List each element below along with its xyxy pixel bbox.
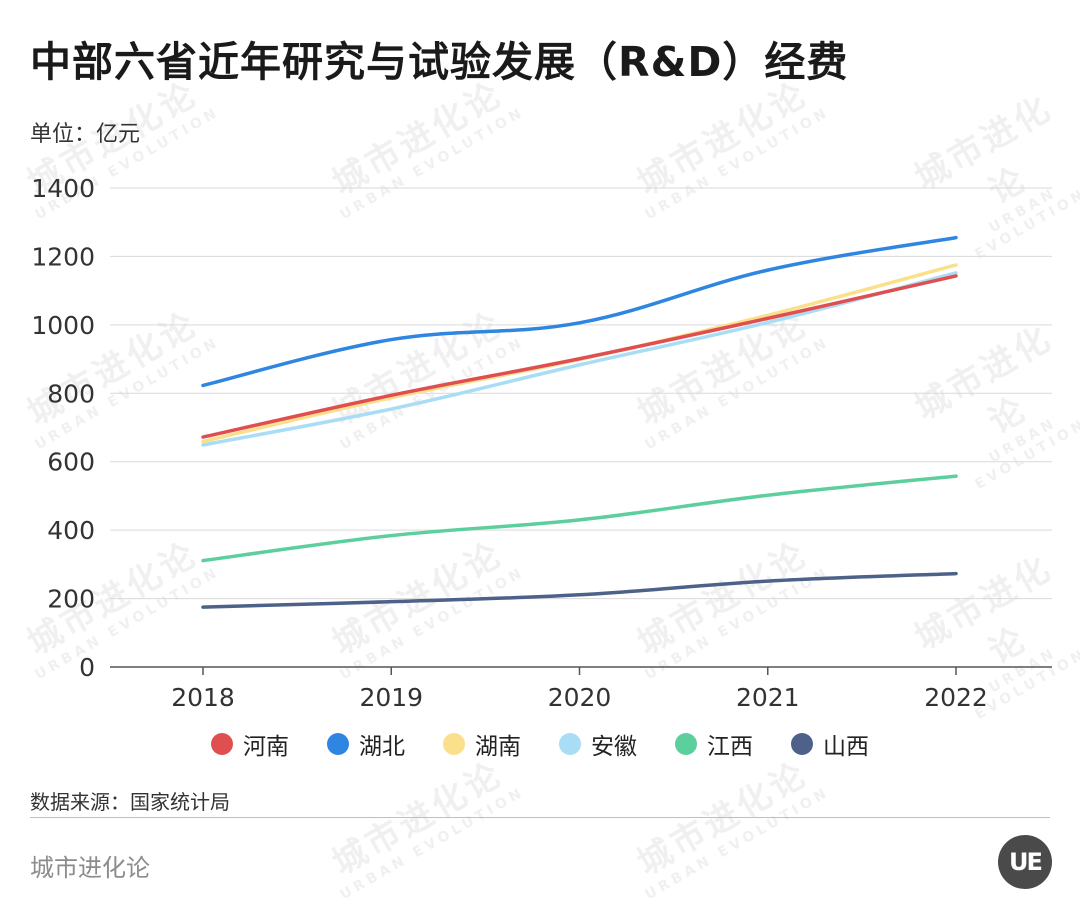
legend-label: 湖北: [359, 734, 405, 760]
legend-label: 湖南: [475, 734, 521, 760]
series-line-湖南: [201, 263, 958, 444]
y-tick-label: 1200: [31, 242, 95, 271]
series-line-江西: [201, 474, 958, 563]
legend-label: 安徽: [591, 734, 637, 760]
chart-legend: 河南 湖北 湖南 安徽 江西 山西: [0, 727, 1080, 761]
divider: [30, 817, 1050, 818]
y-tick-label: 1400: [31, 174, 95, 203]
legend-item: 江西: [675, 727, 753, 761]
brand-logo: UE: [998, 835, 1052, 889]
legend-item: 湖南: [443, 727, 521, 761]
x-tick-label: 2019: [359, 683, 423, 712]
series-line-河南: [201, 274, 958, 439]
x-tick-label: 2020: [548, 683, 612, 712]
legend-marker: [791, 733, 813, 755]
y-tick-label: 200: [47, 585, 95, 614]
legend-label: 山西: [823, 734, 869, 760]
y-tick-label: 0: [79, 653, 95, 682]
legend-item: 安徽: [559, 727, 637, 761]
data-source: 数据来源：国家统计局: [30, 790, 230, 814]
y-tick-label: 400: [47, 516, 95, 545]
x-tick-label: 2021: [736, 683, 800, 712]
legend-item: 山西: [791, 727, 869, 761]
y-tick-label: 600: [47, 448, 95, 477]
x-tick-label: 2022: [924, 683, 988, 712]
legend-marker: [327, 733, 349, 755]
y-tick-label: 1000: [31, 311, 95, 340]
y-tick-label: 800: [47, 379, 95, 408]
legend-marker: [211, 733, 233, 755]
unit-label: 单位：亿元: [30, 122, 141, 147]
legend-marker: [559, 733, 581, 755]
x-tick-label: 2018: [171, 683, 235, 712]
series-line-湖北: [201, 235, 958, 388]
brand-name: 城市进化论: [30, 854, 150, 882]
legend-item: 河南: [211, 727, 289, 761]
legend-item: 湖北: [327, 727, 405, 761]
series-line-山西: [201, 571, 958, 609]
legend-marker: [443, 733, 465, 755]
legend-marker: [675, 733, 697, 755]
legend-label: 江西: [707, 734, 753, 760]
chart-title: 中部六省近年研究与试验发展（R&D）经费: [30, 38, 849, 86]
legend-label: 河南: [243, 734, 289, 760]
series-line-安徽: [201, 271, 958, 447]
